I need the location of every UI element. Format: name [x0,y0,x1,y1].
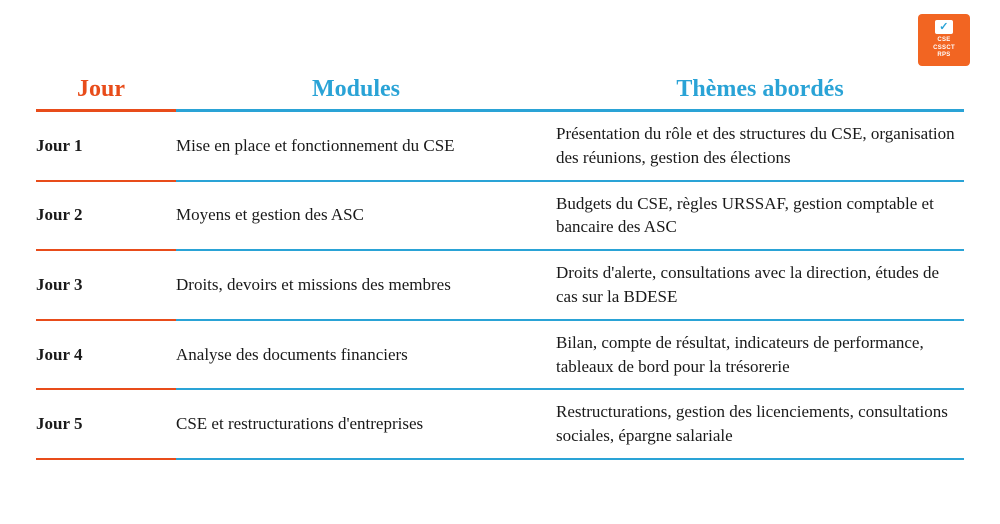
table-row: Jour 5CSE et restructurations d'entrepri… [36,390,964,460]
cell-module: CSE et restructurations d'entreprises [176,390,556,460]
cell-jour: Jour 4 [36,321,176,391]
table-row: Jour 2Moyens et gestion des ASCBudgets d… [36,182,964,252]
table-body: Jour 1Mise en place et fonctionnement du… [36,112,964,460]
table-header: Jour Modules Thèmes abordés [36,76,964,112]
cell-module: Mise en place et fonctionnement du CSE [176,112,556,182]
table-row: Jour 1Mise en place et fonctionnement du… [36,112,964,182]
cell-jour: Jour 5 [36,390,176,460]
brand-badge: ✓ CSE CSSCT RPS [918,14,970,66]
badge-line-2: CSSCT [933,45,955,53]
cell-module: Analyse des documents financiers [176,321,556,391]
cell-theme: Droits d'alerte, consultations avec la d… [556,251,964,321]
cell-theme: Présentation du rôle et des structures d… [556,112,964,182]
badge-line-3: RPS [937,52,950,60]
cell-theme: Restructurations, gestion des licencieme… [556,390,964,460]
table-row: Jour 3Droits, devoirs et missions des me… [36,251,964,321]
header-modules: Modules [176,76,556,112]
header-jour: Jour [36,76,176,112]
table-row: Jour 4Analyse des documents financiersBi… [36,321,964,391]
badge-line-1: CSE [937,37,950,45]
check-icon: ✓ [935,20,953,34]
header-themes: Thèmes abordés [556,76,964,112]
cell-module: Droits, devoirs et missions des membres [176,251,556,321]
cell-jour: Jour 3 [36,251,176,321]
cell-theme: Budgets du CSE, règles URSSAF, gestion c… [556,182,964,252]
training-table: Jour Modules Thèmes abordés Jour 1Mise e… [36,76,964,460]
cell-module: Moyens et gestion des ASC [176,182,556,252]
cell-jour: Jour 1 [36,112,176,182]
cell-theme: Bilan, compte de résultat, indicateurs d… [556,321,964,391]
cell-jour: Jour 2 [36,182,176,252]
